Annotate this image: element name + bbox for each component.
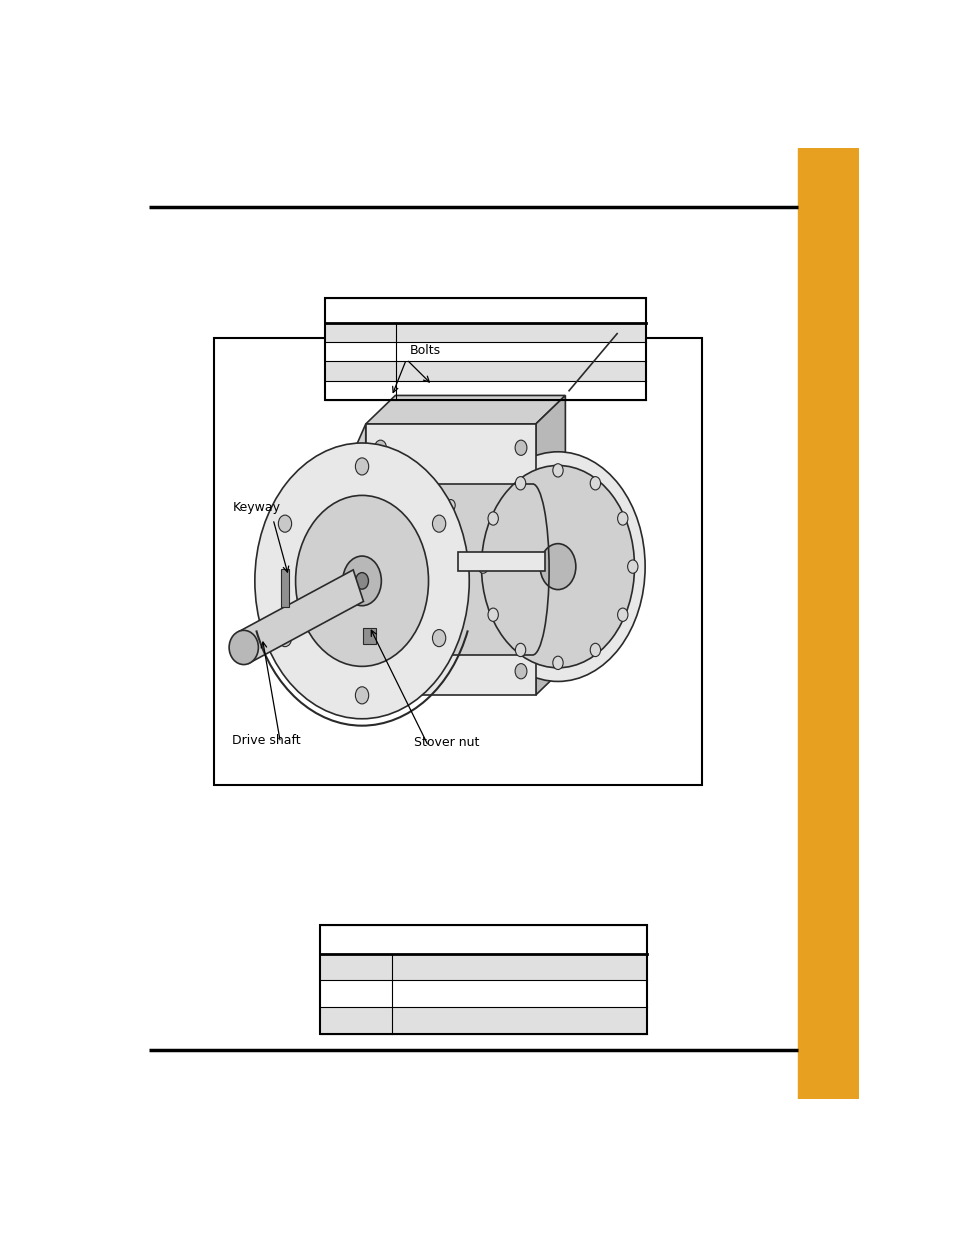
Circle shape <box>375 440 386 456</box>
Bar <box>324 324 395 342</box>
Circle shape <box>342 556 381 605</box>
Polygon shape <box>333 424 365 614</box>
Circle shape <box>552 463 562 477</box>
Bar <box>320 953 392 981</box>
Circle shape <box>477 559 488 573</box>
Circle shape <box>432 630 445 647</box>
Circle shape <box>488 511 497 525</box>
Bar <box>395 382 646 400</box>
Bar <box>324 299 646 324</box>
Bar <box>320 925 646 1034</box>
Polygon shape <box>536 395 565 695</box>
Bar <box>394 484 532 655</box>
Circle shape <box>432 515 445 532</box>
Circle shape <box>627 559 638 573</box>
Ellipse shape <box>481 466 634 668</box>
Polygon shape <box>365 424 536 695</box>
Circle shape <box>295 495 428 667</box>
Circle shape <box>552 656 562 669</box>
Ellipse shape <box>539 543 576 589</box>
Ellipse shape <box>471 452 644 682</box>
Circle shape <box>515 477 525 490</box>
Polygon shape <box>238 569 363 663</box>
Circle shape <box>446 594 455 606</box>
Circle shape <box>590 477 600 490</box>
Text: Stover nut: Stover nut <box>414 736 478 750</box>
Bar <box>797 148 858 1099</box>
Circle shape <box>515 663 526 679</box>
Polygon shape <box>365 395 565 424</box>
Bar <box>324 361 395 382</box>
Text: Keyway: Keyway <box>233 501 280 514</box>
Bar <box>213 338 701 785</box>
Circle shape <box>446 500 455 511</box>
Bar <box>324 299 646 400</box>
Bar <box>392 953 646 981</box>
Circle shape <box>515 643 525 657</box>
Circle shape <box>278 630 292 647</box>
Bar <box>320 925 646 953</box>
Circle shape <box>278 515 292 532</box>
Circle shape <box>617 608 627 621</box>
Bar <box>392 1007 646 1034</box>
Bar <box>324 382 395 400</box>
Circle shape <box>617 511 627 525</box>
Bar <box>320 1007 392 1034</box>
Ellipse shape <box>229 630 258 664</box>
Bar <box>320 981 392 1007</box>
Circle shape <box>515 440 526 456</box>
Bar <box>324 342 395 361</box>
Bar <box>395 342 646 361</box>
Text: Bolts: Bolts <box>410 345 441 357</box>
Bar <box>281 568 288 606</box>
Circle shape <box>590 643 600 657</box>
Circle shape <box>355 687 368 704</box>
Circle shape <box>254 443 469 719</box>
Circle shape <box>355 458 368 475</box>
Bar <box>392 981 646 1007</box>
Circle shape <box>375 663 386 679</box>
Bar <box>395 361 646 382</box>
Circle shape <box>355 573 368 589</box>
Bar <box>395 324 646 342</box>
Text: Drive shaft: Drive shaft <box>233 735 301 747</box>
Polygon shape <box>457 552 545 572</box>
Circle shape <box>488 608 497 621</box>
